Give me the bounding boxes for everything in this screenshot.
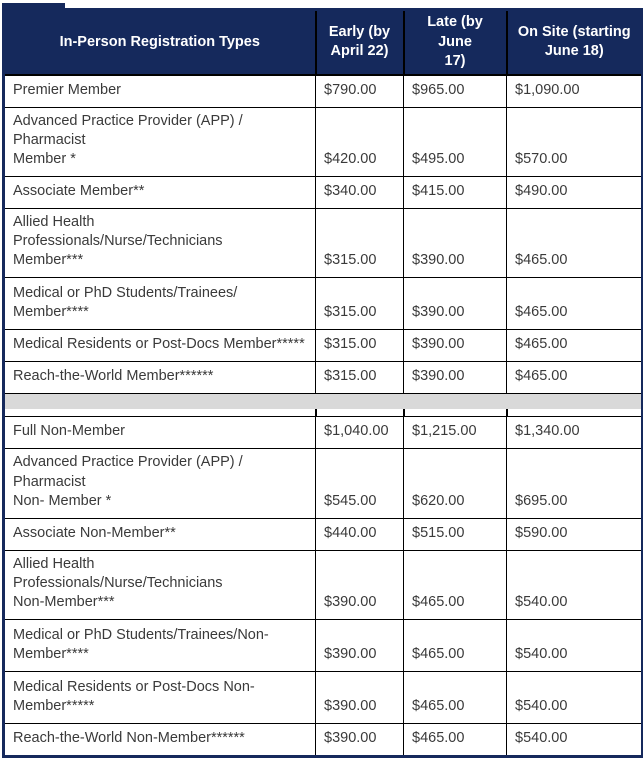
registration-pricing-table: In-Person Registration Types Early (by A… [2,8,643,758]
late-price-cell: $390.00 [403,361,507,395]
early-price-cell: $420.00 [315,106,404,178]
table-row: Reach-the-World Member****** $315.00 $390.… [3,361,643,395]
section-separator [3,393,643,417]
onsite-price-cell: $490.00 [506,176,643,210]
registration-type-label: Advanced Practice Provider (APP) / Pharm… [3,448,316,519]
table-row: Advanced Practice Provider (APP) / Pharm… [3,106,643,178]
late-price-cell: $465.00 [403,671,507,725]
registration-type-label: Medical or PhD Students/Trainees/ Member… [3,277,316,331]
early-price-cell: $440.00 [315,517,404,551]
registration-type-label: Reach-the-World Member****** [3,361,316,395]
late-price-cell: $965.00 [403,74,507,108]
table-row: Allied Health Professionals/Nurse/Techni… [3,208,643,279]
onsite-price-cell: $540.00 [506,549,643,621]
registration-type-label: Medical Residents or Post-Docs Member***… [3,329,316,363]
late-price-cell: $495.00 [403,106,507,178]
separator-row [3,393,643,410]
late-price-cell: $620.00 [403,448,507,519]
table-row: Reach-the-World Non-Member****** $390.00 $… [3,723,643,758]
table-row: Premier Member $790.00 $965.00 $1,090.00 [3,74,643,108]
registration-type-label: Full Non-Member [3,416,316,450]
non-member-section: Full Non-Member $1,040.00 $1,215.00 $1,340.… [3,416,643,758]
separator-gap-cell [314,409,404,417]
late-price-cell: $465.00 [403,549,507,621]
late-price-cell: $390.00 [403,329,507,363]
member-section: Premier Member $790.00 $965.00 $1,090.00 Adv… [3,74,643,395]
table-row: Medical or PhD Students/Trainees/ Member… [3,277,643,331]
early-price-cell: $315.00 [315,329,404,363]
registration-type-label: Medical or PhD Students/Trainees/Non- Me… [3,619,316,673]
registration-type-label: Advanced Practice Provider (APP) / Pharm… [3,106,316,178]
late-price-cell: $465.00 [403,723,507,758]
early-price-cell: $390.00 [315,723,404,758]
onsite-price-cell: $570.00 [506,106,643,178]
top-left-artifact-line [2,3,65,9]
early-price-cell: $390.00 [315,619,404,673]
header-cell-early: Early (by April 22) [314,8,405,76]
header-row: In-Person Registration Types Early (by A… [2,8,643,76]
early-price-cell: $390.00 [315,549,404,621]
late-price-cell: $415.00 [403,176,507,210]
early-price-cell: $1,040.00 [315,416,404,450]
table-row: Medical or PhD Students/Trainees/Non- Me… [3,619,643,673]
table-row: Medical Residents or Post-Docs Member***… [3,329,643,363]
separator-gap-cell [505,409,643,417]
separator-gap-cell [402,409,507,417]
onsite-price-cell: $695.00 [506,448,643,519]
onsite-price-cell: $540.00 [506,619,643,673]
late-price-cell: $515.00 [403,517,507,551]
late-price-cell: $1,215.00 [403,416,507,450]
separator-band [3,393,643,410]
onsite-price-cell: $1,090.00 [506,74,643,108]
late-price-cell: $390.00 [403,208,507,279]
registration-type-label: Medical Residents or Post-Docs Non- Memb… [3,671,316,725]
onsite-price-cell: $465.00 [506,208,643,279]
registration-type-label: Associate Non-Member** [3,517,316,551]
early-price-cell: $790.00 [315,74,404,108]
early-price-cell: $315.00 [315,361,404,395]
registration-type-label: Allied Health Professionals/Nurse/Techni… [3,549,316,621]
early-price-cell: $315.00 [315,208,404,279]
table-row: Advanced Practice Provider (APP) / Pharm… [3,448,643,519]
onsite-price-cell: $540.00 [506,671,643,725]
header-cell-registration-types: In-Person Registration Types [2,8,317,76]
separator-gap-cell [3,409,316,417]
onsite-price-cell: $540.00 [506,723,643,758]
early-price-cell: $545.00 [315,448,404,519]
early-price-cell: $390.00 [315,671,404,725]
early-price-cell: $340.00 [315,176,404,210]
onsite-price-cell: $465.00 [506,361,643,395]
onsite-price-cell: $465.00 [506,277,643,331]
onsite-price-cell: $590.00 [506,517,643,551]
onsite-price-cell: $465.00 [506,329,643,363]
registration-type-label: Associate Member** [3,176,316,210]
registration-type-label: Allied Health Professionals/Nurse/Techni… [3,208,316,279]
table-row: Full Non-Member $1,040.00 $1,215.00 $1,340.… [3,416,643,450]
header-cell-late: Late (by June 17) [402,8,508,76]
table-row: Allied Health Professionals/Nurse/Techni… [3,549,643,621]
registration-type-label: Reach-the-World Non-Member****** [3,723,316,758]
onsite-price-cell: $1,340.00 [506,416,643,450]
late-price-cell: $465.00 [403,619,507,673]
late-price-cell: $390.00 [403,277,507,331]
header-cell-onsite: On Site (starting June 18) [505,8,643,76]
table-row: Associate Member** $340.00 $415.00 $490.00 [3,176,643,210]
registration-type-label: Premier Member [3,74,316,108]
separator-gap-row [3,409,643,417]
table-row: Medical Residents or Post-Docs Non- Memb… [3,671,643,725]
table-row: Associate Non-Member** $440.00 $515.00 $590… [3,517,643,551]
early-price-cell: $315.00 [315,277,404,331]
